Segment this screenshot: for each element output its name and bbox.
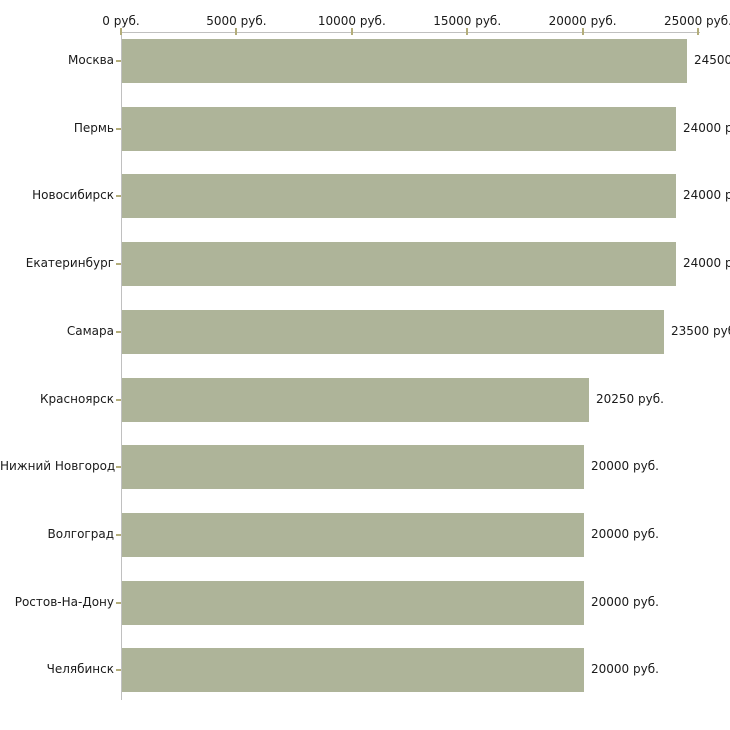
category-tick [116,399,121,401]
category-tick [116,331,121,333]
x-axis-tick [235,28,238,35]
x-axis-tick-label: 5000 руб. [206,14,267,28]
x-axis-line [121,32,700,33]
bar [122,378,589,422]
y-axis-line [121,32,122,700]
x-axis-tick-label: 20000 руб. [548,14,617,28]
category-tick [116,263,121,265]
category-tick [116,195,121,197]
bar [122,310,664,354]
category-label: Челябинск [46,662,114,676]
category-tick [116,60,121,62]
x-axis-tick-label: 0 руб. [102,14,140,28]
x-axis-tick-label: 25000 руб. [664,14,730,28]
bar [122,39,687,83]
category-label: Екатеринбург [25,256,114,270]
bar [122,513,584,557]
category-tick [116,466,121,468]
x-axis-tick [581,28,584,35]
value-label: 24000 руб. [683,256,730,270]
x-axis-tick-label: 15000 руб. [433,14,502,28]
category-label: Пермь [73,121,114,135]
value-label: 20000 руб. [591,527,659,541]
bar [122,581,584,625]
bar [122,107,676,151]
x-axis-tick [697,28,699,35]
x-axis-tick [466,28,469,35]
value-label: 23500 руб. [671,324,730,338]
category-label: Самара [66,324,114,338]
category-label: Ростов-На-Дону [14,595,114,609]
bar [122,174,676,218]
category-tick [116,669,121,671]
category-label: Нижний Новгород [0,459,116,473]
value-label: 20000 руб. [591,459,659,473]
category-label: Новосибирск [32,188,114,202]
category-label: Москва [68,53,114,67]
category-tick [116,534,121,536]
category-label: Волгоград [47,527,114,541]
value-label: 24500 руб. [694,53,730,67]
bar [122,242,676,286]
category-tick [116,128,121,130]
value-label: 24000 руб. [683,121,730,135]
value-label: 20250 руб. [596,392,664,406]
x-axis-tick [120,28,122,35]
x-axis-tick-label: 10000 руб. [317,14,386,28]
category-tick [116,602,121,604]
category-label: Красноярск [40,392,114,406]
bar [122,648,584,692]
value-label: 20000 руб. [591,595,659,609]
x-axis-tick [350,28,353,35]
bar [122,445,584,489]
value-label: 20000 руб. [591,662,659,676]
value-label: 24000 руб. [683,188,730,202]
